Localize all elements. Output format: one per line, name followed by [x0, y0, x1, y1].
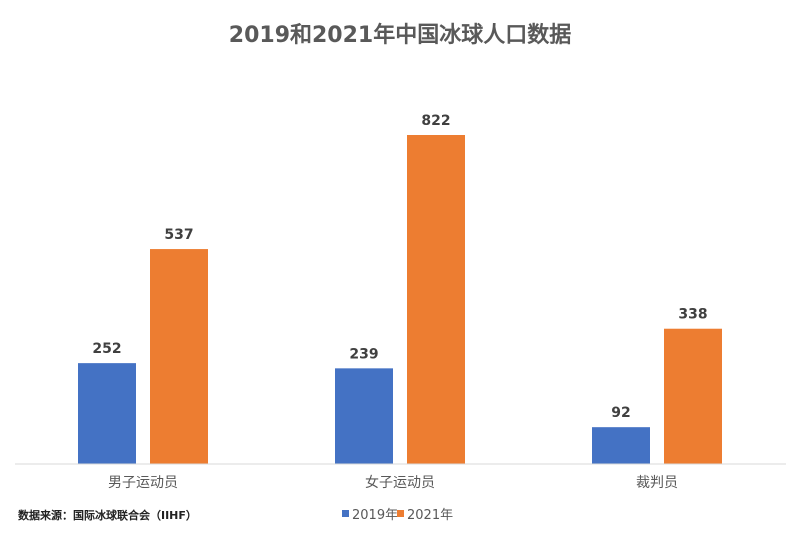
- legend-label-0: 2019年: [352, 508, 398, 523]
- data-label-2-1: 338: [678, 307, 707, 323]
- chart-title: 2019和2021年中国冰球人口数据: [229, 22, 571, 48]
- bar-1-1: [407, 135, 465, 464]
- value-label-layer: 252 537 239 822 92 338: [92, 113, 707, 421]
- bar-1-0: [335, 368, 393, 464]
- bar-layer: [78, 135, 722, 464]
- bar-2-1: [664, 328, 722, 464]
- data-label-0-1: 537: [164, 227, 193, 243]
- legend-swatch-0: [342, 510, 349, 517]
- bar-2-0: [592, 427, 650, 464]
- source-note: 数据来源：国际冰球联合会（IIHF）: [18, 508, 197, 522]
- category-label-layer: 男子运动员 女子运动员 裁判员: [108, 474, 678, 491]
- data-label-1-1: 822: [421, 113, 450, 129]
- data-label-1-0: 239: [349, 346, 378, 362]
- category-label-2: 裁判员: [636, 475, 678, 491]
- data-label-0-0: 252: [92, 341, 121, 357]
- data-label-2-0: 92: [611, 405, 630, 421]
- bar-0-0: [78, 363, 136, 464]
- legend-label-1: 2021年: [407, 508, 453, 523]
- category-label-0: 男子运动员: [108, 475, 178, 491]
- legend-swatch-1: [397, 510, 404, 517]
- category-label-1: 女子运动员: [365, 474, 435, 491]
- legend: 2019年 2021年: [342, 508, 453, 523]
- bar-0-1: [150, 249, 208, 464]
